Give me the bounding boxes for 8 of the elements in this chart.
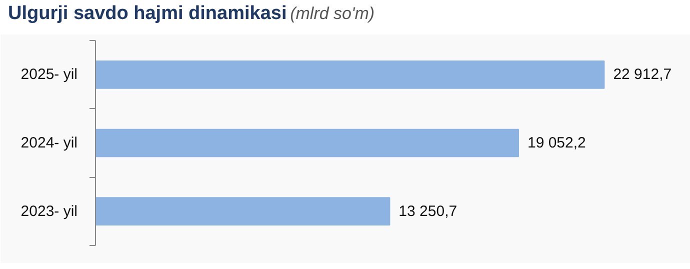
chart-title: Ulgurji savdo hajmi dinamikasi bbox=[8, 3, 287, 24]
data-label: 22 912,7 bbox=[613, 66, 672, 84]
chart-subtitle: (mlrd so'm) bbox=[290, 4, 375, 23]
data-label: 13 250,7 bbox=[398, 202, 458, 220]
y-tick-label: 2024- yil bbox=[20, 134, 78, 152]
y-tick-label: 2025- yil bbox=[20, 66, 78, 84]
data-label: 19 052,2 bbox=[527, 134, 586, 152]
y-tick-label: 2023- yil bbox=[20, 202, 78, 220]
